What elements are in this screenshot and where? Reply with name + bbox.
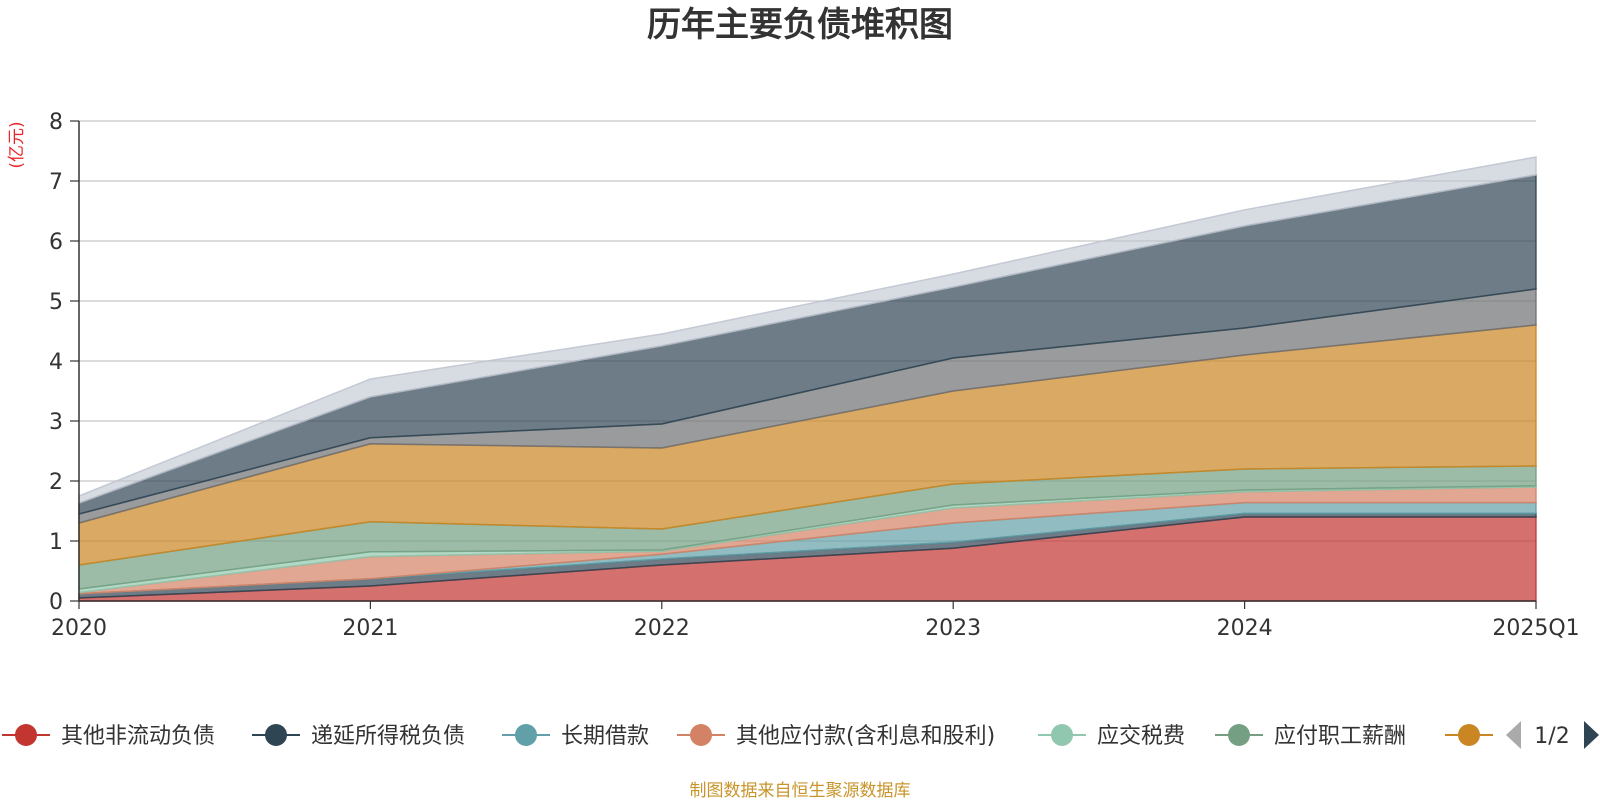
y-tick-label: 8 bbox=[49, 110, 63, 135]
legend-prev-icon[interactable] bbox=[1506, 721, 1521, 749]
legend-label: 其他应付款(含利息和股利) bbox=[736, 724, 995, 749]
legend-marker bbox=[515, 724, 537, 746]
y-tick-label: 6 bbox=[49, 230, 63, 255]
legend-item[interactable]: 递延所得税负债 bbox=[252, 724, 465, 749]
legend-marker bbox=[690, 724, 712, 746]
y-tick-label: 2 bbox=[49, 470, 63, 495]
x-tick-label: 2025Q1 bbox=[1492, 616, 1579, 641]
x-tick-label: 2022 bbox=[634, 616, 690, 641]
x-tick-label: 2020 bbox=[51, 616, 107, 641]
legend-item[interactable]: 其他非流动负债 bbox=[2, 724, 215, 749]
y-tick-label: 0 bbox=[49, 590, 63, 615]
legend-item[interactable]: 应交税费 bbox=[1038, 724, 1185, 749]
legend-label: 应付职工薪酬 bbox=[1274, 724, 1406, 749]
legend-pager[interactable]: 1/2 bbox=[1506, 721, 1599, 749]
legend-page-indicator: 1/2 bbox=[1534, 724, 1569, 749]
legend-marker bbox=[15, 724, 37, 746]
legend-item[interactable]: 应付职工薪酬 bbox=[1215, 724, 1406, 749]
y-tick-label: 4 bbox=[49, 350, 63, 375]
stacked-areas bbox=[78, 156, 1537, 602]
legend-label: 递延所得税负债 bbox=[311, 724, 465, 749]
y-axis-unit: (亿元) bbox=[7, 121, 27, 168]
y-tick-label: 1 bbox=[49, 530, 63, 555]
legend-marker bbox=[1458, 724, 1480, 746]
data-source-note: 制图数据来自恒生聚源数据库 bbox=[690, 781, 911, 800]
legend-marker bbox=[265, 724, 287, 746]
legend-label: 应交税费 bbox=[1097, 724, 1185, 749]
legend-item[interactable]: 其他应付款(含利息和股利) bbox=[677, 724, 995, 749]
legend-item[interactable]: 长期借款 bbox=[502, 724, 649, 749]
legend-marker bbox=[1228, 724, 1250, 746]
legend-item[interactable] bbox=[1445, 724, 1493, 746]
legend-marker bbox=[1051, 724, 1073, 746]
chart-title: 历年主要负债堆积图 bbox=[647, 5, 953, 45]
y-tick-label: 7 bbox=[49, 170, 63, 195]
area-10[interactable] bbox=[78, 156, 1537, 505]
legend[interactable]: 其他非流动负债 递延所得税负债 长期借款 其他应付款(含利息和股利) 应交税费 应付职工薪… bbox=[2, 721, 1599, 749]
x-tick-label: 2024 bbox=[1217, 616, 1273, 641]
y-tick-label: 5 bbox=[49, 290, 63, 315]
y-tick-label: 3 bbox=[49, 410, 63, 435]
legend-label: 长期借款 bbox=[561, 724, 649, 749]
x-tick-label: 2023 bbox=[925, 616, 981, 641]
axes: 0 1 2 3 4 5 6 7 8 2020 2021 2022 2023 2024 2025Q1 bbox=[49, 110, 1580, 641]
legend-next-icon[interactable] bbox=[1584, 721, 1599, 749]
legend-label: 其他非流动负债 bbox=[61, 724, 215, 749]
x-tick-label: 2021 bbox=[342, 616, 398, 641]
